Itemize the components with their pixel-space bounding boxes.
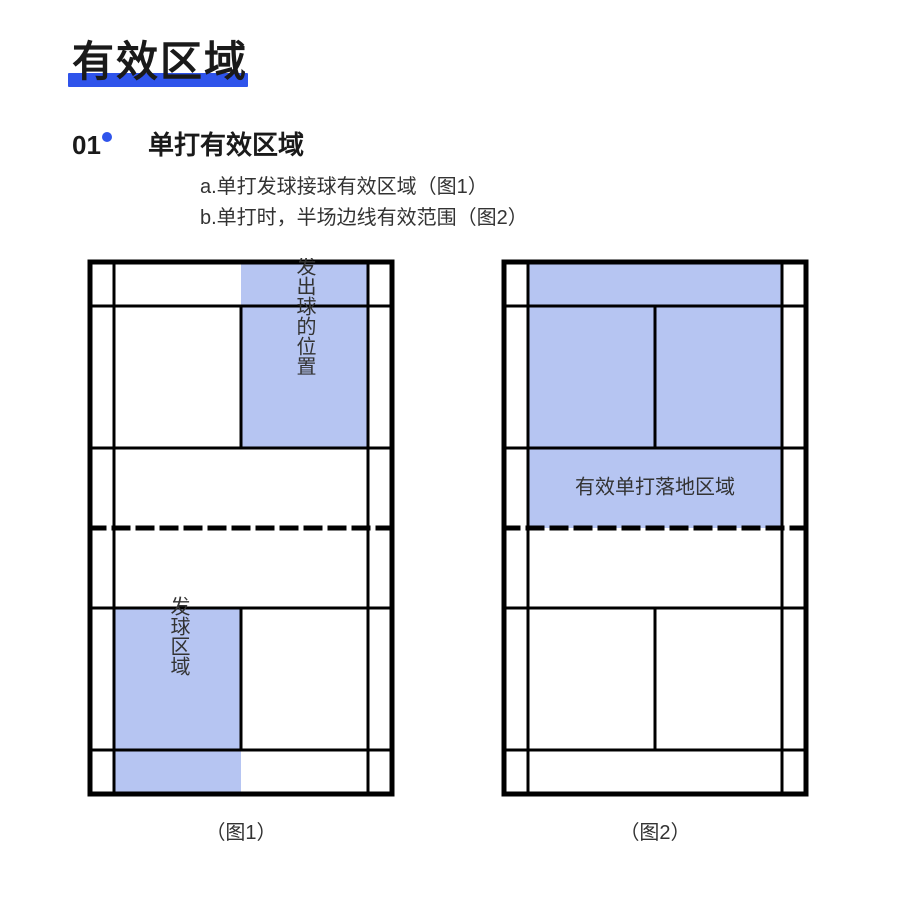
page-title: 有效区域 (72, 28, 248, 89)
court-diagram-2: 有效单打落地区域 (500, 258, 810, 798)
figure-2: 有效单打落地区域 （图2） (500, 258, 810, 845)
page: 有效区域 01 单打有效区域 a.单打发球接球有效区域（图1） b.单打时，半场… (0, 0, 900, 906)
bullet-point-icon (102, 132, 112, 142)
region-label: 发球区域 (167, 596, 190, 676)
section-number: 01 (72, 130, 101, 160)
region-label: 有效单打落地区域 (575, 475, 735, 498)
figure-1: 发出球的位置发球区域 （图1） (86, 258, 396, 845)
court-diagram-1: 发出球的位置发球区域 (86, 258, 396, 798)
region-label: 发出球的位置 (293, 258, 316, 376)
title-wrap: 有效区域 (72, 28, 248, 89)
figure-2-caption: （图2） (619, 816, 690, 845)
section-bullets: a.单打发球接球有效区域（图1） b.单打时，半场边线有效范围（图2） (200, 172, 900, 234)
section-head: 01 单打有效区域 (72, 125, 900, 162)
figure-1-caption: （图1） (205, 816, 276, 845)
section-title: 单打有效区域 (148, 125, 304, 162)
bullet-item: b.单打时，半场边线有效范围（图2） (200, 203, 900, 234)
section-num-wrap: 01 (72, 130, 128, 161)
bullet-item: a.单打发球接球有效区域（图1） (200, 172, 900, 203)
courts-row: 发出球的位置发球区域 （图1） 有效单打落地区域 （图2） (72, 258, 900, 845)
